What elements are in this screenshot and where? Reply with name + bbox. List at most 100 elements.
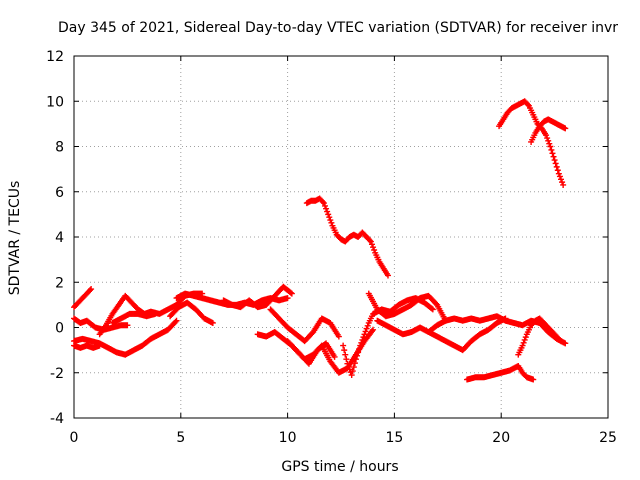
data-point (562, 125, 569, 132)
data-point (320, 200, 327, 207)
data-point (363, 325, 370, 332)
data-point (124, 322, 131, 329)
data-point (350, 364, 357, 371)
x-tick-label: 20 (492, 430, 510, 446)
data-point (366, 237, 373, 244)
data-point (559, 179, 566, 186)
data-point (355, 349, 362, 356)
data-point (341, 347, 348, 354)
data-point (348, 372, 355, 379)
data-point (555, 170, 562, 177)
data-point (354, 352, 361, 359)
chart-title: Day 345 of 2021, Sidereal Day-to-day VTE… (58, 20, 618, 36)
data-point (556, 336, 563, 343)
series-track-3 (71, 342, 103, 351)
data-point (356, 345, 363, 352)
data-point (547, 143, 554, 150)
y-axis-label: SDTVAR / TECUs (7, 181, 23, 296)
data-point (360, 334, 367, 341)
data-point (323, 205, 330, 212)
data-point (209, 319, 216, 326)
series-track-10 (220, 283, 295, 311)
series-track-19 (464, 362, 537, 383)
series-track-16 (365, 290, 449, 324)
data-point (152, 310, 159, 317)
data-point (543, 132, 550, 139)
data-point (556, 173, 563, 180)
data-point (343, 356, 350, 363)
y-tick-label: -4 (50, 411, 64, 427)
y-tick-label: 6 (55, 185, 64, 201)
data-point (362, 328, 369, 335)
y-tick-label: 2 (55, 275, 64, 291)
data-point (284, 295, 291, 302)
x-tick-label: 15 (385, 430, 403, 446)
x-tick-label: 0 (70, 430, 79, 446)
data-point (562, 340, 569, 347)
y-tick-label: 12 (46, 49, 64, 65)
series-track-9 (167, 299, 216, 326)
data-point (358, 339, 365, 346)
data-point (326, 214, 333, 221)
data-point (335, 333, 342, 340)
y-tick-label: 8 (55, 140, 64, 156)
data-point (371, 247, 378, 254)
data-point (550, 153, 557, 160)
data-point (325, 211, 332, 218)
data-point (359, 336, 366, 343)
series-track-1 (71, 286, 95, 311)
series-track-12 (267, 306, 342, 345)
data-points (71, 98, 569, 383)
data-point (553, 163, 560, 170)
series-track-6 (122, 317, 180, 358)
data-point (319, 198, 326, 205)
data-point (368, 241, 375, 248)
series-track-14 (303, 195, 391, 279)
data-point (321, 202, 328, 209)
data-point (530, 376, 537, 383)
data-point (288, 290, 295, 297)
y-tick-label: 0 (55, 321, 64, 337)
data-point (558, 176, 565, 183)
data-point (357, 342, 364, 349)
data-point (428, 305, 435, 312)
data-point (352, 356, 359, 363)
x-tick-label: 25 (599, 430, 617, 446)
data-point (522, 334, 529, 341)
series-track-15 (340, 295, 436, 379)
data-point (367, 238, 374, 245)
y-tick-label: -2 (50, 366, 64, 382)
data-point (349, 368, 356, 375)
series-track-21 (496, 98, 567, 188)
data-point (87, 287, 94, 294)
data-point (370, 326, 377, 333)
series-track-7 (109, 310, 159, 326)
data-point (342, 351, 349, 358)
data-point (324, 208, 331, 215)
data-point (524, 101, 531, 108)
data-point (502, 315, 509, 322)
data-point (384, 272, 391, 279)
series-track-20 (515, 315, 565, 358)
data-point (519, 342, 526, 349)
data-point (549, 150, 556, 157)
series-track-17 (374, 313, 569, 347)
x-tick-label: 10 (279, 430, 297, 446)
y-tick-label: 10 (46, 94, 64, 110)
data-point (558, 338, 565, 345)
x-tick-label: 5 (176, 430, 185, 446)
data-point (173, 317, 180, 324)
data-point (351, 360, 358, 367)
y-tick-label: 4 (55, 230, 64, 246)
data-point (345, 363, 352, 370)
data-point (520, 339, 527, 346)
data-point (364, 322, 371, 329)
data-point (552, 160, 559, 167)
data-point (551, 157, 558, 164)
data-point (429, 306, 436, 313)
data-point (544, 135, 551, 142)
data-point (554, 167, 561, 174)
series-track-5 (96, 290, 206, 338)
